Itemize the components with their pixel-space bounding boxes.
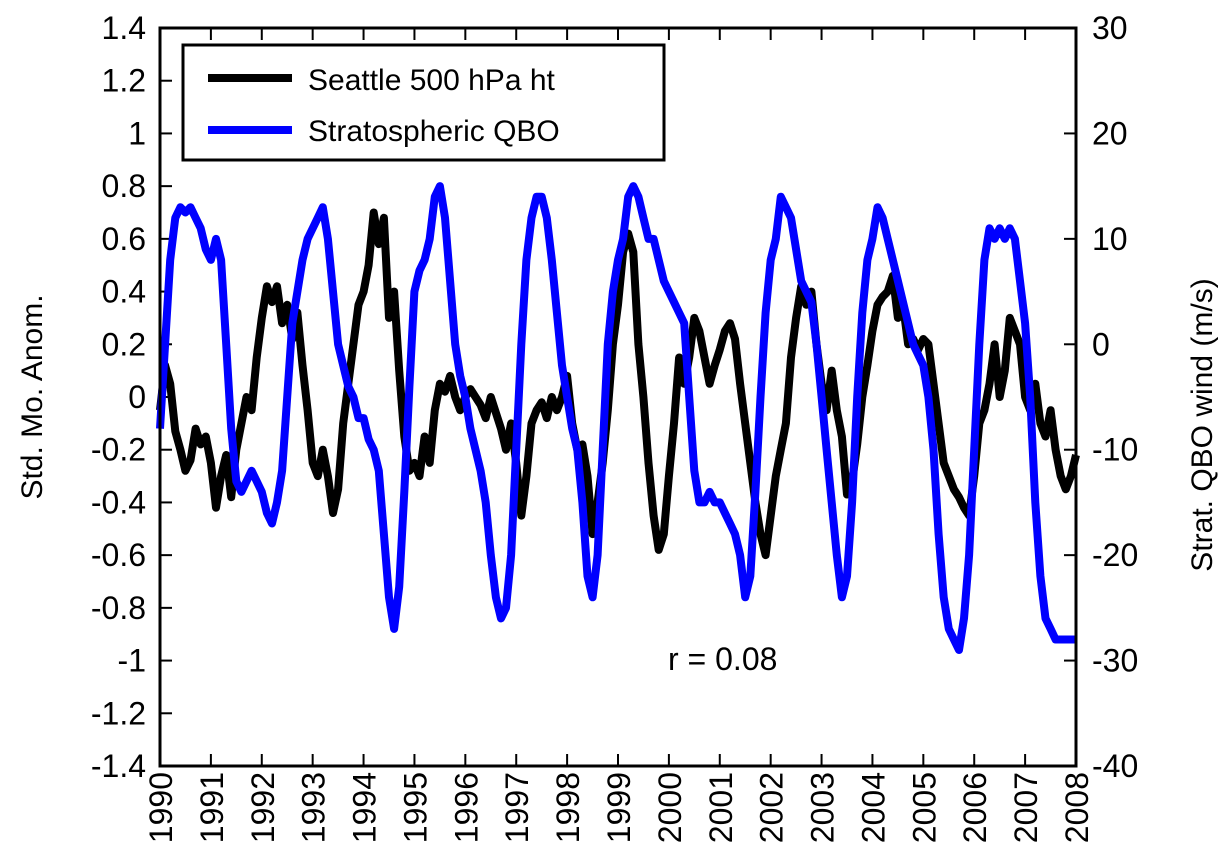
plot-frame <box>158 26 1078 768</box>
x-tick-label: 2006 <box>957 772 993 843</box>
right-y-tick-label: 20 <box>1092 115 1128 151</box>
x-tick-label: 2003 <box>805 772 841 843</box>
right-y-tick-label: -10 <box>1092 432 1138 468</box>
left-y-tick-label: 1.2 <box>102 63 146 99</box>
x-tick-label: 1992 <box>245 772 281 843</box>
right-y-tick-label: -20 <box>1092 537 1138 573</box>
legend-box <box>181 43 666 162</box>
x-tick-label: 2002 <box>754 772 790 843</box>
x-tick-label: 1995 <box>397 772 433 843</box>
series-qbo-line <box>156 182 1076 654</box>
x-tick-label: 2001 <box>703 772 739 843</box>
ticks-layer <box>159 27 1077 767</box>
left-y-tick-label: 1.4 <box>102 10 146 46</box>
right-y-tick-label: -40 <box>1092 748 1138 784</box>
left-y-tick-label: 0 <box>128 379 146 415</box>
left-y-tick-label: 1 <box>128 115 146 151</box>
x-tick-label: 1999 <box>601 772 637 843</box>
correlation-annotation: r = 0.08 <box>668 641 777 677</box>
x-tick-label: 1994 <box>347 772 383 843</box>
series-layer <box>156 182 1080 654</box>
left-y-tick-label: 0.8 <box>102 168 146 204</box>
right-y-tick-label: 30 <box>1092 10 1128 46</box>
x-tick-label: 1996 <box>448 772 484 843</box>
left-axis-title: Std. Mo. Anom. <box>16 294 49 499</box>
right-axis-title: Strat. QBO wind (m/s) <box>1186 278 1219 571</box>
x-tick-label: 1991 <box>194 772 230 843</box>
left-y-tick-label: -1.2 <box>91 695 146 731</box>
series-seattle-line <box>156 208 1080 560</box>
x-tick-label: 1997 <box>499 772 535 843</box>
left-y-tick-label: -0.2 <box>91 432 146 468</box>
right-y-tick-label: 0 <box>1092 326 1110 362</box>
left-y-tick-label: -0.4 <box>91 484 146 520</box>
right-y-tick-label: -30 <box>1092 643 1138 679</box>
legend: Seattle 500 hPa ht Stratospheric QBO <box>181 43 666 162</box>
right-y-tick-label: 10 <box>1092 221 1128 257</box>
labels-layer: 1.4 1.2 1 0.8 0.6 0.4 0.2 0 -0.2 -0.4 -0.6 -0.8 -1 -1… <box>91 10 1138 843</box>
left-y-tick-label: 0.4 <box>102 274 146 310</box>
left-y-tick-label: -1 <box>118 643 146 679</box>
x-tick-label: 2000 <box>652 772 688 843</box>
legend-label-qbo: Stratospheric QBO <box>308 115 560 148</box>
x-tick-label: 1990 <box>143 772 179 843</box>
left-y-tick-label: 0.6 <box>102 221 146 257</box>
left-y-tick-label: -0.6 <box>91 537 146 573</box>
left-y-tick-label: 0.2 <box>102 326 146 362</box>
x-tick-label: 1993 <box>296 772 332 843</box>
x-tick-label: 2004 <box>855 772 891 843</box>
legend-label-seattle: Seattle 500 hPa ht <box>308 64 556 97</box>
left-y-tick-label: -0.8 <box>91 590 146 626</box>
x-tick-label: 1998 <box>550 772 586 843</box>
x-tick-label: 2007 <box>1008 772 1044 843</box>
x-tick-label: 2008 <box>1059 772 1095 843</box>
left-y-tick-label: -1.4 <box>91 748 146 784</box>
x-tick-label: 2005 <box>906 772 942 843</box>
